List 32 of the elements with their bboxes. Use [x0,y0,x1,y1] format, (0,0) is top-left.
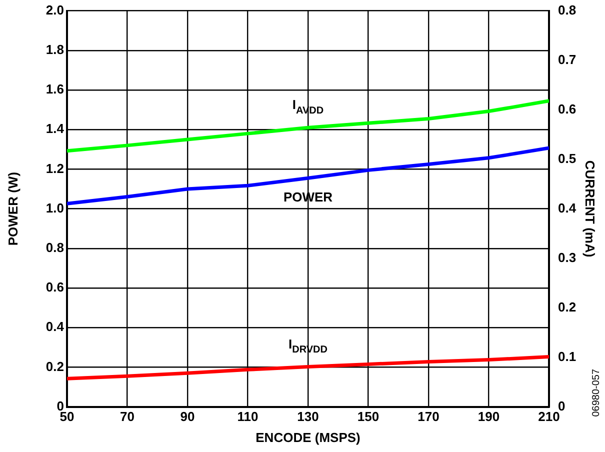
y-tick-label: 0.2 [46,358,64,374]
y-tick-label: 1.6 [46,82,64,97]
y-tick-label: 1.4 [46,121,65,136]
y-tick-label: 0.4 [46,319,65,334]
y-tick-label: 0.8 [46,240,64,255]
x-axis-title: ENCODE (MSPS) [256,430,360,445]
y2-tick-label: 0.5 [558,150,576,166]
y-tick-label: 2.0 [46,2,64,18]
y-tick-label: 1.0 [46,200,64,216]
y2-tick-label: 0 [558,398,566,414]
y-tick-label: 1.2 [46,160,64,176]
x-tick-label: 70 [120,409,134,424]
y2-tick-label: 0.4 [558,200,577,216]
x-tick-label: 150 [357,409,380,424]
y2-tick-label: 0.6 [558,101,576,116]
y2-tick-label: 0.2 [558,299,576,314]
x-tick-label: 90 [180,409,195,424]
y2-tick-label: 0.7 [558,52,576,67]
x-tick-label: 210 [538,409,560,424]
y2-tick-label: 0.1 [558,348,576,364]
y2-axis-title: CURRENT (mA) [582,160,598,258]
x-tick-label: 110 [237,409,258,424]
text: 06980-057 [590,368,602,417]
x-tick-label: 170 [418,409,440,424]
y2-tick-label: 0.8 [558,2,576,18]
x-tick-label: 130 [297,409,319,424]
y-tick-label: 1.8 [46,42,64,57]
y-tick-label: 0 [56,398,64,414]
y2-tick-label: 0.3 [558,250,576,265]
y-axis-title: POWER (W) [5,172,20,246]
x-tick-label: 190 [478,409,500,424]
y-tick-label: 0.6 [46,280,64,295]
